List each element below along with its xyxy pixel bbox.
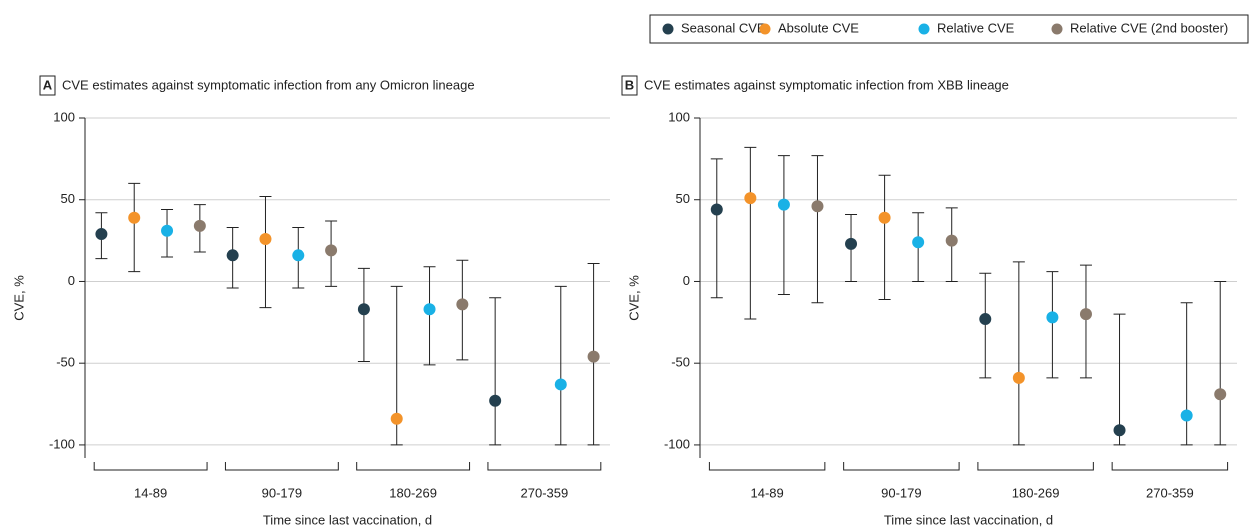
y-tick-label: -100: [664, 436, 690, 451]
x-tick-label: 270-359: [521, 485, 569, 500]
panel-letter: A: [43, 77, 53, 92]
point: [357, 303, 370, 316]
panel-letter: B: [625, 77, 634, 92]
legend-box: [649, 14, 1249, 44]
point: [128, 211, 141, 224]
error-bar: [878, 174, 891, 300]
y-tick-label: 100: [668, 109, 690, 124]
error-bar: [489, 297, 502, 446]
error-bar: [1214, 280, 1227, 446]
error-bar: [128, 182, 141, 273]
point: [489, 394, 502, 407]
error-bar: [979, 272, 992, 379]
category-bracket: [487, 462, 602, 471]
point: [554, 378, 567, 391]
y-axis-label: CVE, %: [11, 275, 26, 321]
point: [587, 350, 600, 363]
legend-label: Relative CVE: [937, 20, 1015, 35]
point: [325, 244, 338, 257]
category-bracket: [224, 462, 339, 471]
point: [1214, 388, 1227, 401]
error-bar: [1113, 313, 1126, 446]
category-bracket: [356, 462, 471, 471]
category-bracket: [93, 462, 208, 471]
error-bar: [1079, 264, 1092, 379]
point: [710, 203, 723, 216]
point: [226, 249, 239, 262]
error-bar: [744, 146, 757, 320]
y-tick-label: -50: [56, 355, 75, 370]
x-tick-label: 14-89: [751, 485, 784, 500]
y-tick-label: -100: [49, 436, 75, 451]
y-axis-label: CVE, %: [626, 275, 641, 321]
legend-marker: [662, 23, 674, 35]
x-tick-label: 180-269: [389, 485, 437, 500]
point: [744, 192, 757, 205]
point: [1079, 308, 1092, 321]
y-tick-label: 50: [61, 191, 75, 206]
error-bar: [1046, 271, 1059, 379]
point: [945, 234, 958, 247]
category-bracket: [708, 462, 826, 471]
panel-letter-box: [621, 75, 638, 96]
error-bar: [554, 285, 567, 446]
x-tick-label: 270-359: [1146, 485, 1194, 500]
error-bar: [1180, 302, 1193, 446]
y-tick-label: 100: [53, 109, 75, 124]
point: [456, 298, 469, 311]
point: [423, 303, 436, 316]
category-bracket: [1111, 462, 1229, 471]
point: [193, 219, 206, 232]
point: [1180, 409, 1193, 422]
point: [1012, 371, 1025, 384]
error-bar: [777, 155, 790, 296]
x-tick-label: 14-89: [134, 485, 167, 500]
point: [845, 237, 858, 250]
x-tick-label: 180-269: [1012, 485, 1060, 500]
point: [259, 232, 272, 245]
y-tick-label: 0: [68, 273, 75, 288]
x-axis-label: Time since last vaccination, d: [884, 512, 1053, 527]
panel-letter-box: [39, 75, 56, 96]
y-tick-label: 50: [676, 191, 690, 206]
error-bar: [423, 266, 436, 366]
error-bar: [811, 155, 824, 304]
point: [811, 200, 824, 213]
x-axis-label: Time since last vaccination, d: [263, 512, 432, 527]
point: [777, 198, 790, 211]
point: [912, 236, 925, 249]
error-bar: [1012, 261, 1025, 446]
legend-label: Relative CVE (2nd booster): [1070, 20, 1228, 35]
point: [95, 228, 108, 241]
legend-marker: [1051, 23, 1063, 35]
y-tick-label: 0: [683, 273, 690, 288]
point: [1113, 424, 1126, 437]
legend-label: Absolute CVE: [778, 20, 859, 35]
point: [1046, 311, 1059, 324]
point: [979, 313, 992, 326]
error-bar: [710, 158, 723, 299]
category-bracket: [977, 462, 1094, 471]
point: [878, 211, 891, 224]
legend-label: Seasonal CVE: [681, 20, 766, 35]
panel-title: CVE estimates against symptomatic infect…: [644, 77, 1009, 92]
panel-title: CVE estimates against symptomatic infect…: [62, 77, 475, 92]
x-tick-label: 90-179: [881, 485, 921, 500]
point: [161, 224, 174, 237]
y-tick-label: -50: [671, 355, 690, 370]
legend-marker: [918, 23, 930, 35]
point: [292, 249, 305, 262]
x-tick-label: 90-179: [262, 485, 302, 500]
point: [390, 412, 403, 425]
category-bracket: [843, 462, 960, 471]
legend-marker: [759, 23, 771, 35]
error-bar: [259, 195, 272, 309]
